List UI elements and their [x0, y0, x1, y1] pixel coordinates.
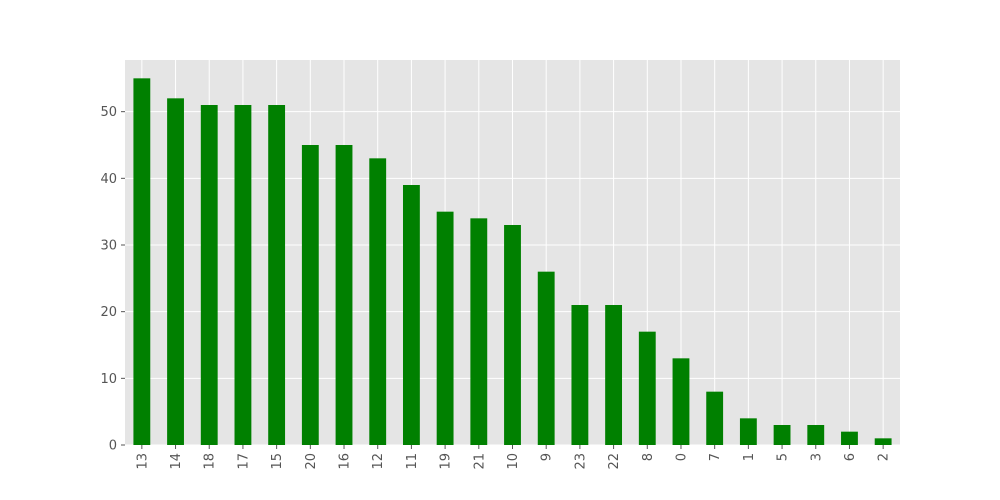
bar-0	[672, 358, 690, 445]
bar-17	[234, 105, 252, 445]
x-tick-label: 18	[203, 453, 218, 470]
x-tick-label: 6	[843, 453, 858, 461]
bar-1	[739, 418, 757, 445]
bar-12	[369, 158, 387, 446]
x-tick-label: 2	[877, 453, 892, 461]
y-axis-ticks: 0 10 20 30 40 50	[100, 105, 125, 454]
x-tick-label: 13	[135, 453, 150, 470]
bar-7	[706, 391, 724, 445]
bars	[133, 78, 892, 446]
bar-9	[537, 271, 555, 445]
bar-22	[605, 305, 623, 445]
x-tick-label: 20	[304, 453, 319, 470]
bar-23	[571, 305, 589, 445]
bar-15	[268, 105, 286, 445]
bar-19	[436, 211, 454, 445]
bar-18	[200, 105, 218, 445]
y-tick-label: 20	[100, 305, 117, 320]
x-tick-label: 12	[371, 453, 386, 470]
x-tick-label: 0	[674, 453, 689, 461]
bar-5	[773, 425, 791, 445]
bar-14	[167, 98, 184, 445]
bar-2	[874, 438, 892, 445]
x-tick-label: 5	[776, 453, 791, 461]
x-tick-label: 8	[641, 453, 656, 461]
x-tick-label: 16	[338, 453, 353, 470]
bar-6	[841, 431, 858, 445]
y-tick-label: 40	[100, 172, 117, 187]
x-axis-ticks: 13 14 18 17 15 20 16 12 11 19 21 10 9 23 22 8 0 7 1 5 3 6 2	[135, 445, 892, 470]
x-tick-label: 17	[236, 453, 251, 470]
bar-10	[504, 225, 521, 445]
bar-8	[638, 331, 656, 445]
y-tick-label: 30	[100, 239, 117, 254]
x-tick-label: 23	[573, 453, 588, 470]
bar-13	[133, 78, 151, 445]
x-tick-label: 21	[472, 453, 487, 470]
x-tick-label: 10	[506, 453, 521, 470]
x-tick-label: 11	[405, 453, 420, 470]
y-tick-label: 10	[100, 372, 117, 387]
x-tick-label: 9	[540, 453, 555, 461]
x-tick-label: 22	[607, 453, 622, 470]
y-tick-label: 50	[100, 105, 117, 120]
x-tick-label: 14	[169, 453, 184, 470]
x-tick-label: 15	[270, 453, 285, 470]
bar-16	[335, 145, 353, 445]
bar-20	[301, 145, 319, 445]
x-tick-label: 19	[439, 453, 454, 470]
x-tick-label: 7	[708, 453, 723, 461]
x-tick-label: 1	[742, 453, 757, 461]
y-tick-label: 0	[109, 439, 117, 454]
x-tick-label: 3	[809, 453, 824, 461]
bar-21	[470, 218, 488, 445]
bar-3	[807, 425, 825, 445]
bar-11	[402, 185, 420, 445]
